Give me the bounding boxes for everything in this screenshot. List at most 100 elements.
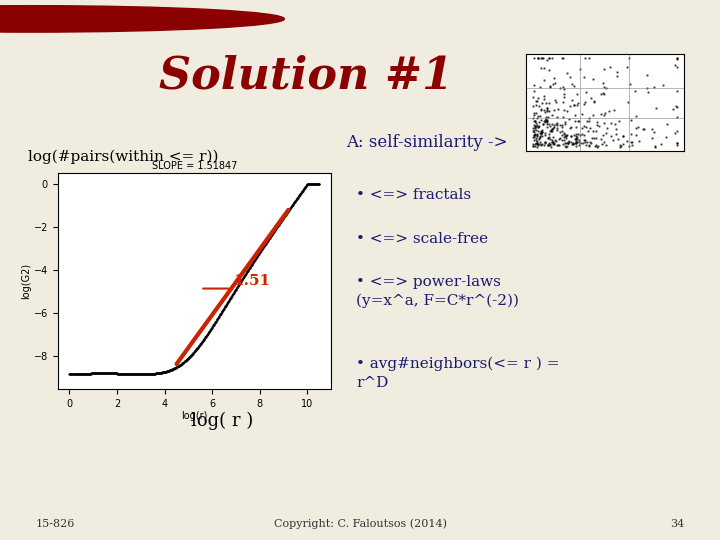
Point xyxy=(570,137,582,145)
Point xyxy=(544,106,555,115)
Point xyxy=(528,131,540,140)
Point xyxy=(552,140,564,149)
Point xyxy=(535,106,546,115)
Point xyxy=(528,109,539,117)
Point xyxy=(528,132,539,141)
Point xyxy=(537,119,549,128)
Point xyxy=(546,136,558,144)
Point xyxy=(633,123,644,132)
Point xyxy=(544,121,556,130)
Point xyxy=(557,54,568,63)
Point xyxy=(528,122,540,131)
Point xyxy=(621,137,633,146)
Point xyxy=(543,141,554,150)
Point xyxy=(661,120,672,129)
Point xyxy=(541,118,553,126)
Point xyxy=(538,94,549,103)
Point xyxy=(588,98,600,106)
Point xyxy=(529,130,541,138)
Point xyxy=(602,124,613,132)
Point xyxy=(598,119,610,127)
Point xyxy=(562,69,573,77)
Text: • avg#neighbors(<= r ) =
r^D: • avg#neighbors(<= r ) = r^D xyxy=(356,357,560,390)
Point xyxy=(609,119,621,128)
Point xyxy=(531,97,543,105)
Point xyxy=(610,124,621,133)
Point xyxy=(528,87,540,96)
Point xyxy=(655,140,667,149)
Point xyxy=(529,123,541,131)
Point xyxy=(558,85,570,93)
Point xyxy=(583,141,595,150)
Point xyxy=(570,117,581,125)
Point xyxy=(531,134,542,143)
Point xyxy=(581,87,593,96)
Point xyxy=(530,136,541,145)
Point xyxy=(536,54,548,63)
Point xyxy=(625,138,636,146)
Point xyxy=(546,110,558,119)
Point xyxy=(532,54,544,63)
Point xyxy=(528,121,540,130)
Point xyxy=(530,100,541,109)
Point xyxy=(546,125,558,134)
Point xyxy=(557,131,568,140)
Point xyxy=(568,100,580,109)
Point xyxy=(571,134,582,143)
Point xyxy=(531,130,543,139)
Point xyxy=(536,140,547,149)
Point xyxy=(534,139,546,148)
Point xyxy=(557,113,569,122)
Point xyxy=(536,140,548,149)
Point xyxy=(540,117,552,126)
Point xyxy=(595,135,607,144)
Point xyxy=(544,127,556,136)
Point xyxy=(536,127,547,136)
Point xyxy=(539,138,551,147)
Point xyxy=(549,96,561,104)
Point xyxy=(591,143,603,151)
Point xyxy=(546,54,557,63)
Point xyxy=(552,124,563,133)
Point xyxy=(534,102,545,110)
Point xyxy=(531,125,542,134)
Point xyxy=(604,63,616,71)
Point xyxy=(570,131,582,140)
Point xyxy=(528,113,539,122)
Point xyxy=(649,142,661,151)
Point xyxy=(562,141,573,150)
Point xyxy=(574,136,585,144)
Point xyxy=(538,63,549,72)
Point xyxy=(554,120,565,129)
Point xyxy=(585,94,596,103)
Point xyxy=(559,119,570,128)
Point xyxy=(597,89,608,97)
Point xyxy=(670,102,682,110)
Point xyxy=(563,137,575,145)
Point xyxy=(569,111,580,120)
Point xyxy=(600,129,612,137)
Point xyxy=(528,93,539,102)
Point xyxy=(544,81,555,90)
Point xyxy=(651,104,662,112)
Point xyxy=(556,126,567,135)
Point xyxy=(567,80,578,89)
Point xyxy=(527,124,539,133)
Point xyxy=(541,115,552,124)
Point xyxy=(592,118,603,126)
Point xyxy=(534,132,546,141)
Text: log( r ): log( r ) xyxy=(191,412,253,430)
Point xyxy=(548,73,559,82)
Point xyxy=(546,126,557,134)
Point xyxy=(593,141,604,150)
Point xyxy=(531,137,543,145)
Point xyxy=(565,137,577,146)
Point xyxy=(542,134,554,143)
Point xyxy=(544,139,555,148)
Point xyxy=(630,123,642,132)
Point xyxy=(549,136,560,144)
X-axis label: log(r): log(r) xyxy=(181,411,207,421)
Point xyxy=(541,106,553,114)
Point xyxy=(528,139,539,148)
Point xyxy=(579,54,590,63)
